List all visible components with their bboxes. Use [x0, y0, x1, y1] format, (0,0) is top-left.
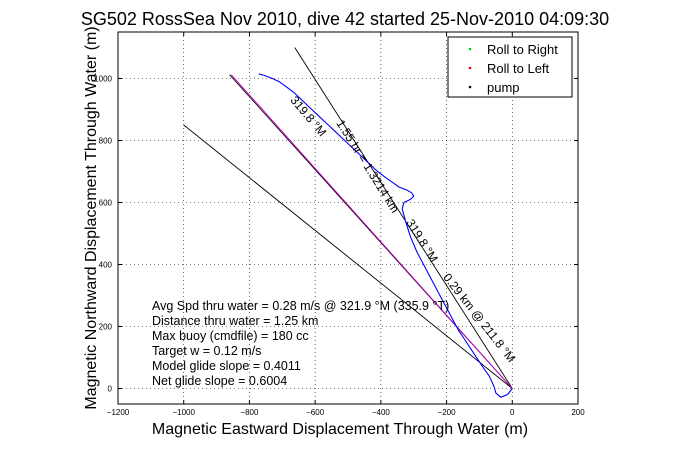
x-tick-label: −1200 — [107, 408, 130, 417]
x-axis-label: Magnetic Eastward Displacement Through W… — [152, 421, 528, 438]
x-tick-label: −200 — [438, 408, 457, 417]
chart-title: SG502 RossSea Nov 2010, dive 42 started … — [81, 9, 609, 29]
x-tick-label: −800 — [240, 408, 259, 417]
annotation-line: Distance thru water = 1.25 km — [152, 314, 318, 328]
legend-marker — [468, 85, 472, 89]
reference-line-heading — [294, 47, 513, 389]
x-tick-label: −600 — [306, 408, 325, 417]
x-tick-label: −400 — [372, 408, 391, 417]
reference-line-bound-1 — [183, 124, 513, 389]
x-tick-label: 200 — [571, 408, 585, 417]
dive-track — [258, 73, 513, 398]
annotation-line: Model glide slope = 0.4011 — [152, 359, 301, 373]
x-axis-ticks: −1200 −1000 −800 −600 −400 −200 0 200 — [107, 32, 585, 417]
legend-marker — [468, 47, 472, 51]
legend: Roll to Right Roll to Left pump — [447, 36, 573, 98]
annotation-line: Avg Spd thru water = 0.28 m/s @ 321.9 °M… — [152, 299, 449, 313]
annotation-line: Net glide slope = 0.6004 — [152, 374, 287, 388]
plot-frame — [117, 31, 579, 405]
y-tick-label: 0 — [108, 385, 113, 394]
reference-lines — [183, 47, 513, 389]
y-axis-label: Magnetic Northward Displacement Through … — [83, 26, 100, 409]
legend-entry: Roll to Left — [487, 61, 550, 76]
y-tick-label: 600 — [99, 199, 113, 208]
track-line — [258, 73, 513, 398]
reference-label-heading: 319.8 °M — [403, 217, 440, 265]
y-tick-label: 1000 — [94, 75, 112, 84]
legend-entry: Roll to Right — [487, 42, 558, 57]
legend-box — [447, 36, 573, 98]
reference-line-target — [231, 74, 513, 389]
y-tick-label: 800 — [99, 137, 113, 146]
legend-marker — [468, 66, 472, 70]
y-tick-label: 400 — [99, 261, 113, 270]
stats-annotations: Avg Spd thru water = 0.28 m/s @ 321.9 °M… — [152, 299, 449, 388]
y-tick-label: 200 — [99, 323, 113, 332]
y-axis-ticks: 0 200 400 600 800 1000 — [94, 75, 578, 394]
x-tick-label: −1000 — [172, 408, 195, 417]
annotation-line: Max buoy (cmdfile) = 180 cc — [152, 329, 309, 343]
annotation-line: Target w = 0.12 m/s — [152, 344, 261, 358]
legend-entry: pump — [487, 80, 520, 95]
reference-label-target: 319.8 °M — [288, 93, 330, 139]
grid — [118, 32, 578, 404]
x-tick-label: 0 — [510, 408, 515, 417]
